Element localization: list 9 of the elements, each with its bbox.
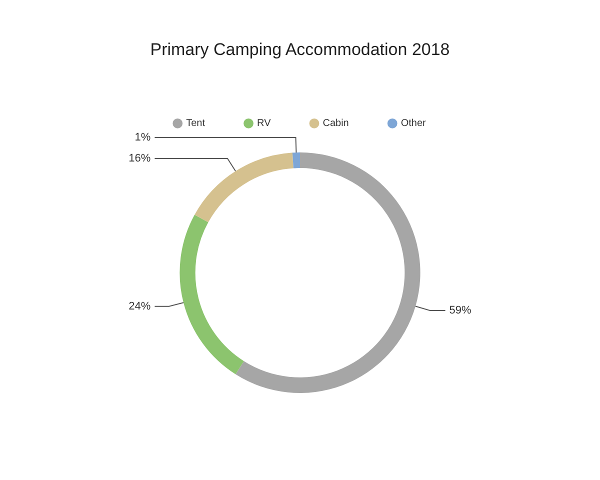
chart-title: Primary Camping Accommodation 2018 (150, 40, 450, 59)
data-label: 16% (128, 152, 151, 164)
legend-label: RV (257, 118, 272, 130)
legend-label: Tent (186, 118, 206, 130)
data-label: 59% (449, 304, 472, 316)
data-label: 24% (128, 300, 151, 312)
data-label: 1% (134, 132, 151, 144)
legend-label: Cabin (322, 118, 349, 130)
legend-label: Other (400, 118, 427, 130)
